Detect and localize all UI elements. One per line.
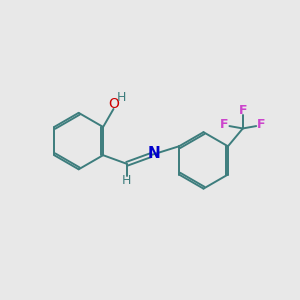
Text: F: F — [220, 118, 228, 131]
Text: O: O — [108, 97, 119, 111]
Text: H: H — [117, 91, 127, 104]
Text: F: F — [257, 118, 266, 131]
Text: H: H — [122, 174, 131, 187]
Text: N: N — [147, 146, 160, 161]
Text: F: F — [238, 104, 247, 117]
